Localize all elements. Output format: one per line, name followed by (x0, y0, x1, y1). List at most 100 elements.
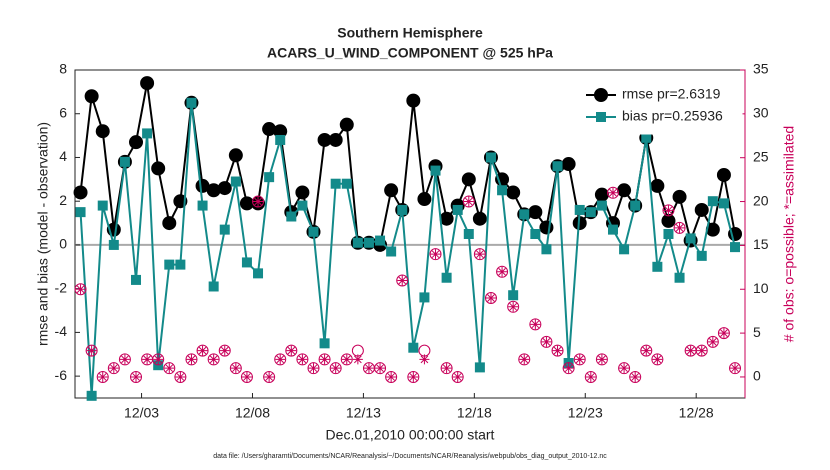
point (375, 363, 386, 374)
point (530, 229, 541, 239)
point (264, 172, 275, 183)
point (439, 211, 454, 226)
point (463, 229, 474, 239)
point (716, 167, 731, 182)
point (528, 205, 543, 220)
legend-label: bias pr=0.25936 (622, 108, 723, 124)
point (297, 200, 308, 211)
point (730, 242, 741, 253)
point (229, 362, 242, 375)
point (452, 204, 463, 215)
point (630, 371, 641, 382)
legend-box (581, 79, 743, 135)
point (485, 293, 496, 304)
point (429, 248, 442, 261)
point (286, 211, 297, 222)
y2-tick-label: 30 (753, 105, 769, 121)
point (430, 165, 441, 176)
point (107, 362, 120, 375)
point (108, 363, 119, 374)
point (630, 200, 641, 211)
point (584, 370, 597, 383)
point (461, 172, 476, 187)
point (539, 220, 554, 235)
point (274, 353, 287, 366)
legend-marker (594, 88, 608, 102)
point (85, 344, 98, 357)
point (162, 216, 177, 231)
point (108, 239, 119, 250)
point (295, 185, 310, 200)
y-tick-label: -2 (55, 279, 68, 295)
point (341, 178, 352, 189)
point (484, 292, 497, 305)
point (131, 274, 142, 285)
point (440, 362, 453, 375)
point (73, 185, 88, 200)
point (207, 353, 220, 366)
y2-tick-label: 15 (753, 236, 769, 252)
point (118, 353, 131, 366)
point (75, 284, 86, 295)
point (673, 221, 686, 234)
point (430, 249, 441, 260)
point (441, 363, 452, 374)
y-tick-label: -4 (55, 323, 68, 339)
point (696, 345, 707, 356)
point (208, 354, 219, 365)
point (594, 187, 609, 202)
point (151, 161, 166, 176)
point (607, 224, 618, 235)
point (672, 189, 687, 204)
point (319, 338, 330, 349)
point (541, 244, 552, 255)
point (119, 156, 130, 167)
point (674, 272, 685, 283)
point (153, 354, 164, 365)
point (142, 354, 153, 365)
point (330, 178, 341, 189)
point (561, 157, 576, 172)
point (208, 281, 219, 292)
point (363, 363, 374, 374)
point (729, 362, 742, 375)
point (218, 344, 231, 357)
point (340, 353, 353, 366)
point (685, 233, 696, 244)
point (718, 328, 729, 339)
point (585, 371, 596, 382)
y2-tick-label: 35 (753, 61, 769, 77)
point (640, 344, 653, 357)
point (307, 362, 320, 375)
point (175, 259, 186, 270)
point (650, 178, 665, 193)
point (663, 229, 674, 239)
point (197, 345, 208, 356)
point (662, 204, 675, 217)
point (696, 250, 707, 261)
point (472, 211, 487, 226)
point (164, 259, 175, 270)
y-tick-label: 0 (59, 236, 67, 252)
point (130, 370, 143, 383)
point (462, 195, 475, 208)
point (308, 363, 319, 374)
point (652, 261, 663, 272)
point (707, 336, 718, 347)
point (119, 354, 130, 365)
point (507, 300, 520, 313)
point (573, 353, 586, 366)
point (419, 354, 430, 365)
point (651, 353, 664, 366)
point (563, 363, 574, 374)
point (296, 353, 309, 366)
point (585, 207, 596, 218)
point (485, 152, 496, 163)
point (706, 335, 719, 348)
y2-tick-label: 10 (753, 280, 769, 296)
y2-axis-label: # of obs: o=possible; *=assimilated (781, 126, 797, 342)
point (175, 371, 186, 382)
point (217, 181, 232, 196)
point (396, 274, 409, 287)
